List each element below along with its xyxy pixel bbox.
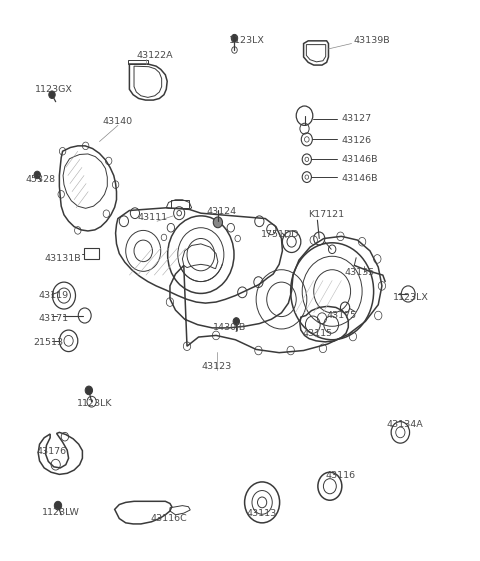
Text: 43124: 43124 <box>206 207 237 216</box>
Text: 43122A: 43122A <box>136 51 173 60</box>
Text: 45328: 45328 <box>26 174 56 184</box>
Text: 43146B: 43146B <box>341 174 378 183</box>
Circle shape <box>233 318 240 325</box>
Text: 43139B: 43139B <box>353 36 390 45</box>
Circle shape <box>213 217 223 228</box>
Text: 43113: 43113 <box>247 509 277 518</box>
Text: 43115: 43115 <box>302 329 333 338</box>
Text: 1123LW: 1123LW <box>42 508 80 517</box>
Text: 43123: 43123 <box>202 362 232 371</box>
Text: 43116C: 43116C <box>150 514 187 523</box>
Text: 43171: 43171 <box>38 314 69 323</box>
Text: 43134A: 43134A <box>386 420 423 429</box>
Circle shape <box>54 502 61 510</box>
Text: 43146B: 43146B <box>341 155 378 164</box>
Text: 43126: 43126 <box>341 136 372 145</box>
Text: 43140: 43140 <box>103 117 133 126</box>
Text: 43127: 43127 <box>341 114 372 123</box>
Circle shape <box>85 386 93 395</box>
Text: 1751DD: 1751DD <box>261 230 300 239</box>
Text: 43116: 43116 <box>325 471 356 480</box>
Circle shape <box>231 34 238 42</box>
Text: 43135: 43135 <box>345 268 375 277</box>
Circle shape <box>34 171 40 179</box>
Circle shape <box>49 91 55 99</box>
Text: 43176: 43176 <box>37 447 67 456</box>
Text: K17121: K17121 <box>309 210 345 219</box>
Text: 1123GX: 1123GX <box>35 85 72 94</box>
Text: 1430JB: 1430JB <box>213 323 247 333</box>
Text: 1123LK: 1123LK <box>77 399 113 408</box>
Text: 43111: 43111 <box>137 213 168 222</box>
Text: 43131B: 43131B <box>44 255 81 264</box>
Text: 1123LX: 1123LX <box>229 36 265 45</box>
Text: 43119: 43119 <box>38 291 69 300</box>
Text: 21513: 21513 <box>34 338 64 347</box>
Text: 43175: 43175 <box>326 311 357 320</box>
Text: 1123LX: 1123LX <box>393 293 429 302</box>
